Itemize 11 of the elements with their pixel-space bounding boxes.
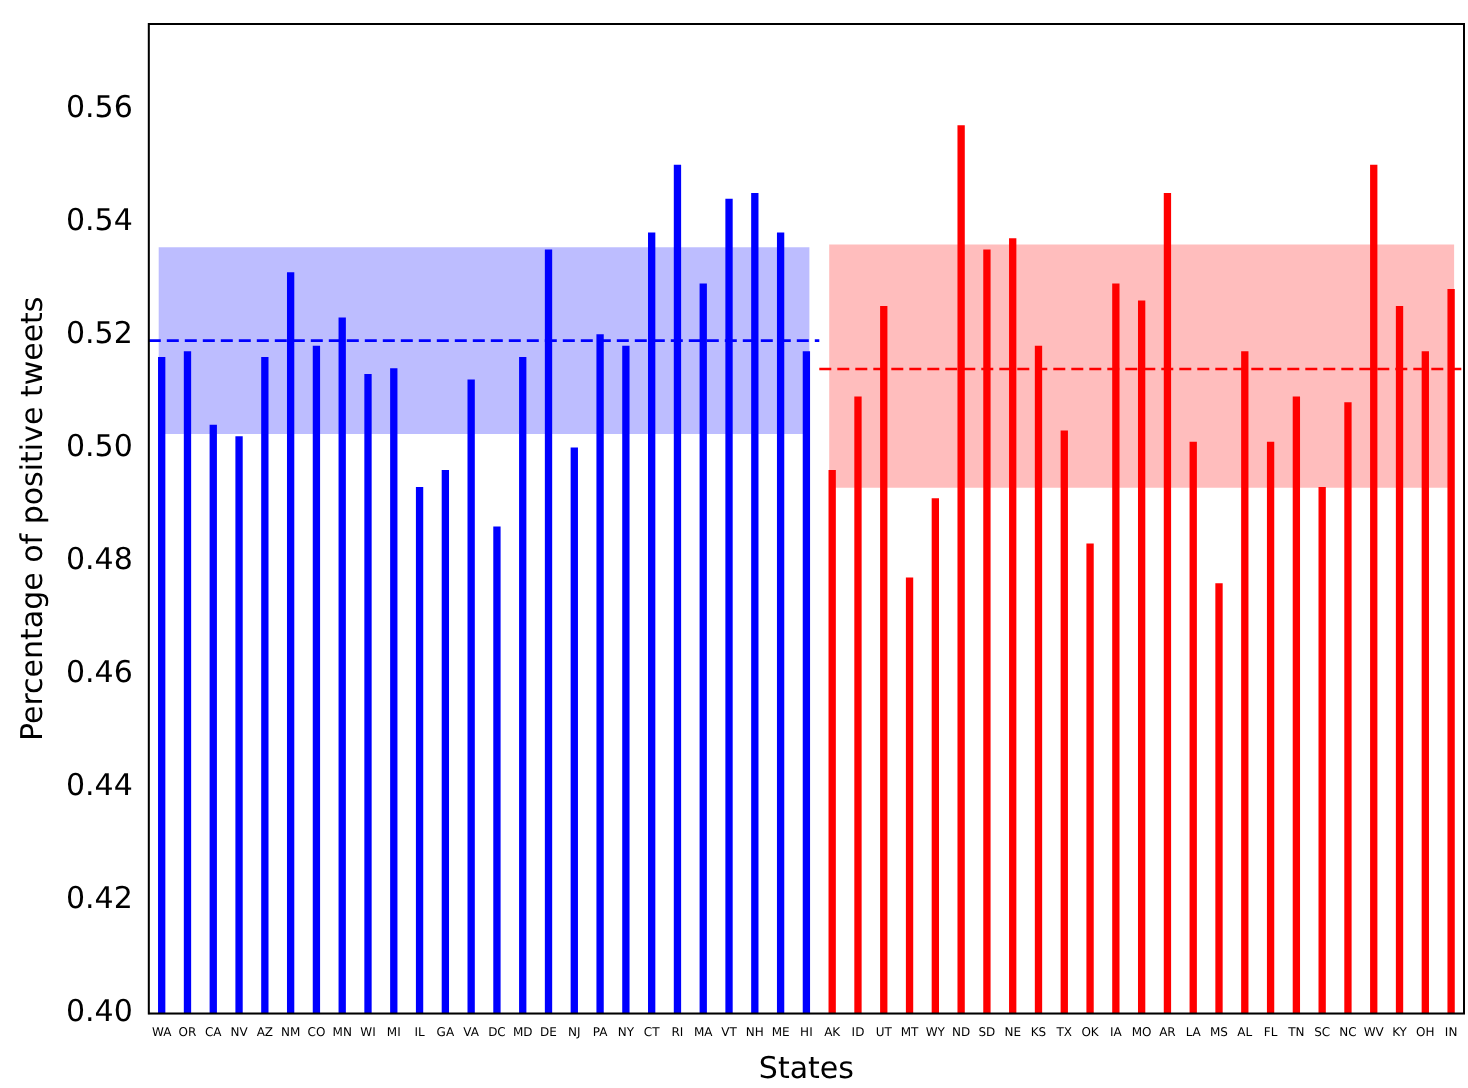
- y-axis-title: Percentage of positive tweets: [13, 296, 50, 742]
- y-tick-label: 0.54: [65, 201, 133, 238]
- x-axis-title: States: [758, 1049, 855, 1086]
- y-tick-label: 0.42: [65, 880, 133, 917]
- y-tick-label: 0.44: [65, 767, 133, 804]
- y-tick-label: 0.46: [65, 654, 133, 691]
- y-tick-label: 0.40: [65, 993, 133, 1030]
- y-tick-label: 0.50: [65, 427, 133, 464]
- y-tick-label: 0.56: [65, 88, 133, 125]
- y-tick-label: 0.48: [65, 540, 133, 577]
- y-tick-label: 0.52: [65, 314, 133, 351]
